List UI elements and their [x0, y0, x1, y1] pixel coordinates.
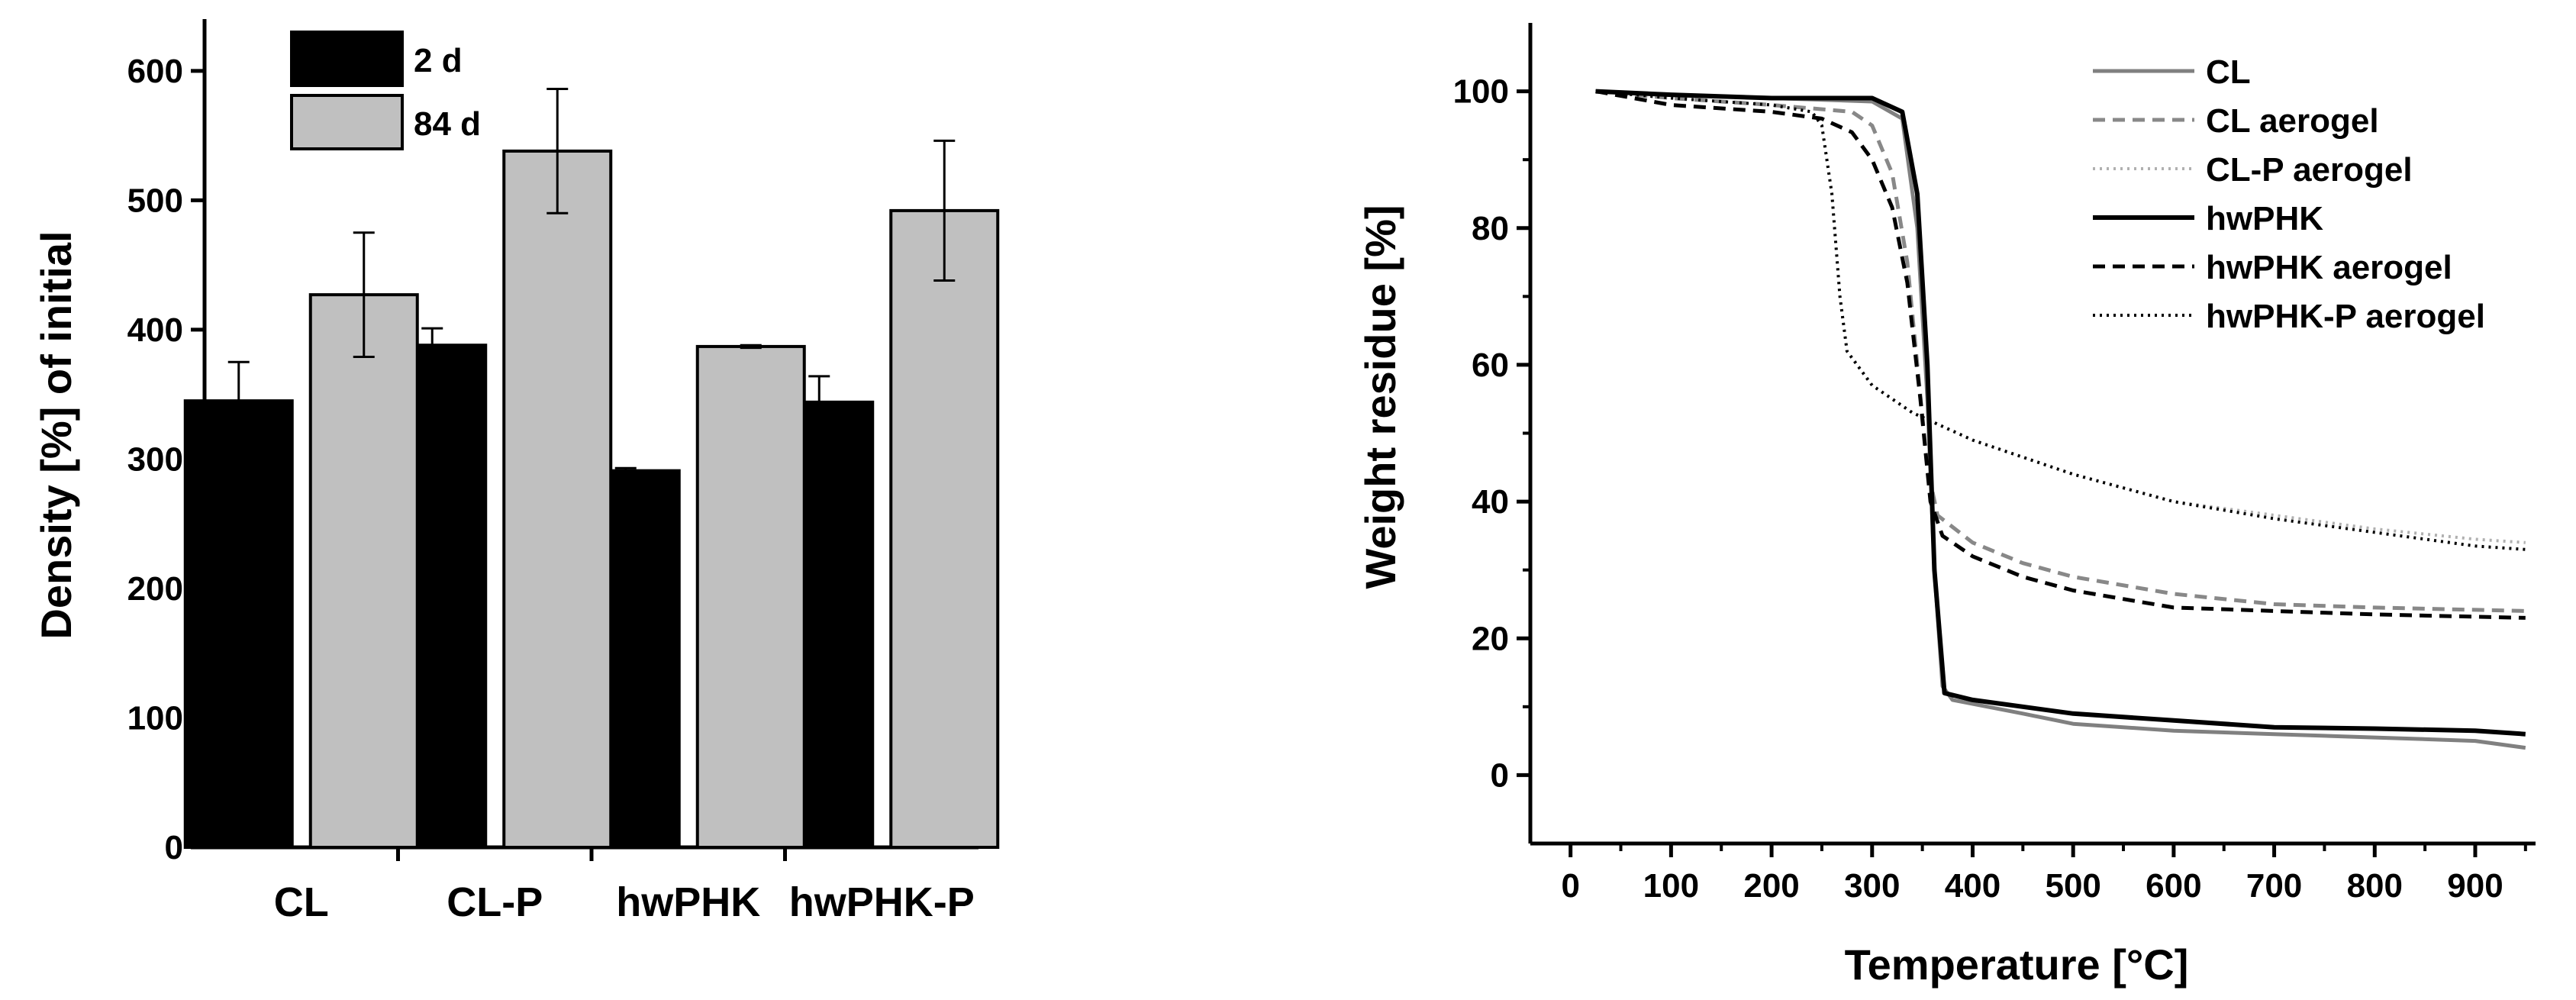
line-y-tick-label: 40: [1472, 483, 1509, 521]
line-x-tick-label: 0: [1561, 867, 1579, 905]
bar-x-ticks: CL CL-P hwPHK hwPHK-P: [274, 847, 975, 925]
line-x-tick-label: 800: [2347, 867, 2403, 905]
bar: [308, 293, 419, 849]
line-legend-label: hwPHK: [2206, 200, 2323, 237]
line-legend-label: CL aerogel: [2206, 102, 2379, 140]
bar-legend: 2 d 84 d: [290, 31, 481, 150]
line-x-tick-label: 500: [2045, 867, 2100, 905]
bar-y-tick-label: 500: [127, 182, 183, 219]
bar: [502, 149, 613, 849]
line-x-tick-label: 300: [1844, 867, 1900, 905]
line-legend-label: hwPHK aerogel: [2206, 249, 2452, 286]
line-legend: CL CL aerogel CL-P aerogel hwPHK hwPHK aerog…: [2093, 53, 2485, 335]
bar-legend-label: 84 d: [414, 105, 481, 143]
bar-category-label: CL-P: [447, 879, 543, 925]
line-legend-label: CL-P aerogel: [2206, 151, 2413, 189]
bar-y-tick-label: 300: [127, 440, 183, 478]
line-legend-label: hwPHK-P aerogel: [2206, 298, 2485, 335]
bar-legend-swatch: [290, 94, 404, 150]
line-y-tick-label: 80: [1472, 210, 1509, 247]
series-line: [1595, 89, 2526, 613]
error-bar: [227, 360, 250, 441]
error-bar: [933, 139, 956, 282]
bar-y-tick-label: 600: [127, 53, 183, 90]
line-x-axis-label: Temperature [°C]: [1845, 940, 2189, 989]
bar-y-tick-label: 400: [127, 311, 183, 349]
line-y-ticks: 0 20 40 60 80 100: [1453, 73, 1530, 794]
series-line: [1595, 89, 2526, 750]
bar: [183, 399, 294, 849]
tga-line-chart: 0 20 40 60 80 100 0 100 200 300 400 500 600 700 800 90…: [1356, 23, 2536, 989]
series-line: [1595, 89, 2526, 737]
bar: [695, 344, 806, 849]
bar-series: [183, 149, 1000, 849]
error-bar: [808, 375, 830, 430]
line-x-tick-label: 200: [1743, 867, 1799, 905]
error-bar: [614, 466, 637, 475]
bar-y-tick-label: 200: [127, 570, 183, 608]
line-x-tick-label: 900: [2447, 867, 2503, 905]
bar-error-bars: [227, 88, 956, 475]
line-x-tick-label: 100: [1643, 867, 1699, 905]
line-x-tick-label: 600: [2146, 867, 2201, 905]
series-line: [1595, 89, 2526, 620]
bar-category-label: hwPHK: [616, 879, 760, 925]
bar-y-ticks: 0 100 200 300 400 500 600: [127, 53, 205, 866]
line-y-tick-label: 100: [1453, 73, 1509, 111]
error-bar: [740, 344, 762, 350]
bar-legend-label: 2 d: [414, 42, 463, 79]
line-y-tick-label: 20: [1472, 620, 1509, 657]
line-y-axis-label: Weight residue [%]: [1356, 205, 1404, 589]
bar-category-label: hwPHK-P: [789, 879, 975, 925]
bar-y-tick-label: 0: [165, 829, 183, 866]
error-bar: [421, 327, 443, 363]
bar-legend-swatch: [290, 31, 404, 87]
bar: [889, 208, 1000, 849]
error-bar: [353, 231, 375, 358]
line-x-ticks: 0 100 200 300 400 500 600 700 800 900: [1561, 844, 2527, 905]
density-bar-chart: 0 100 200 300 400 500 600 CL CL-P hwPHK hwPHK-P D…: [32, 19, 1000, 925]
line-x-tick-label: 400: [1945, 867, 2001, 905]
bar-category-label: CL: [274, 879, 329, 925]
line-y-tick-label: 60: [1472, 347, 1509, 384]
error-bar: [546, 88, 569, 215]
line-x-tick-label: 700: [2246, 867, 2302, 905]
line-y-tick-label: 0: [1491, 756, 1509, 794]
line-legend-label: CL: [2206, 53, 2251, 91]
bar-y-axis-label: Density [%] of initial: [32, 231, 80, 639]
bar-y-tick-label: 100: [127, 699, 183, 737]
line-series: [1595, 89, 2526, 750]
